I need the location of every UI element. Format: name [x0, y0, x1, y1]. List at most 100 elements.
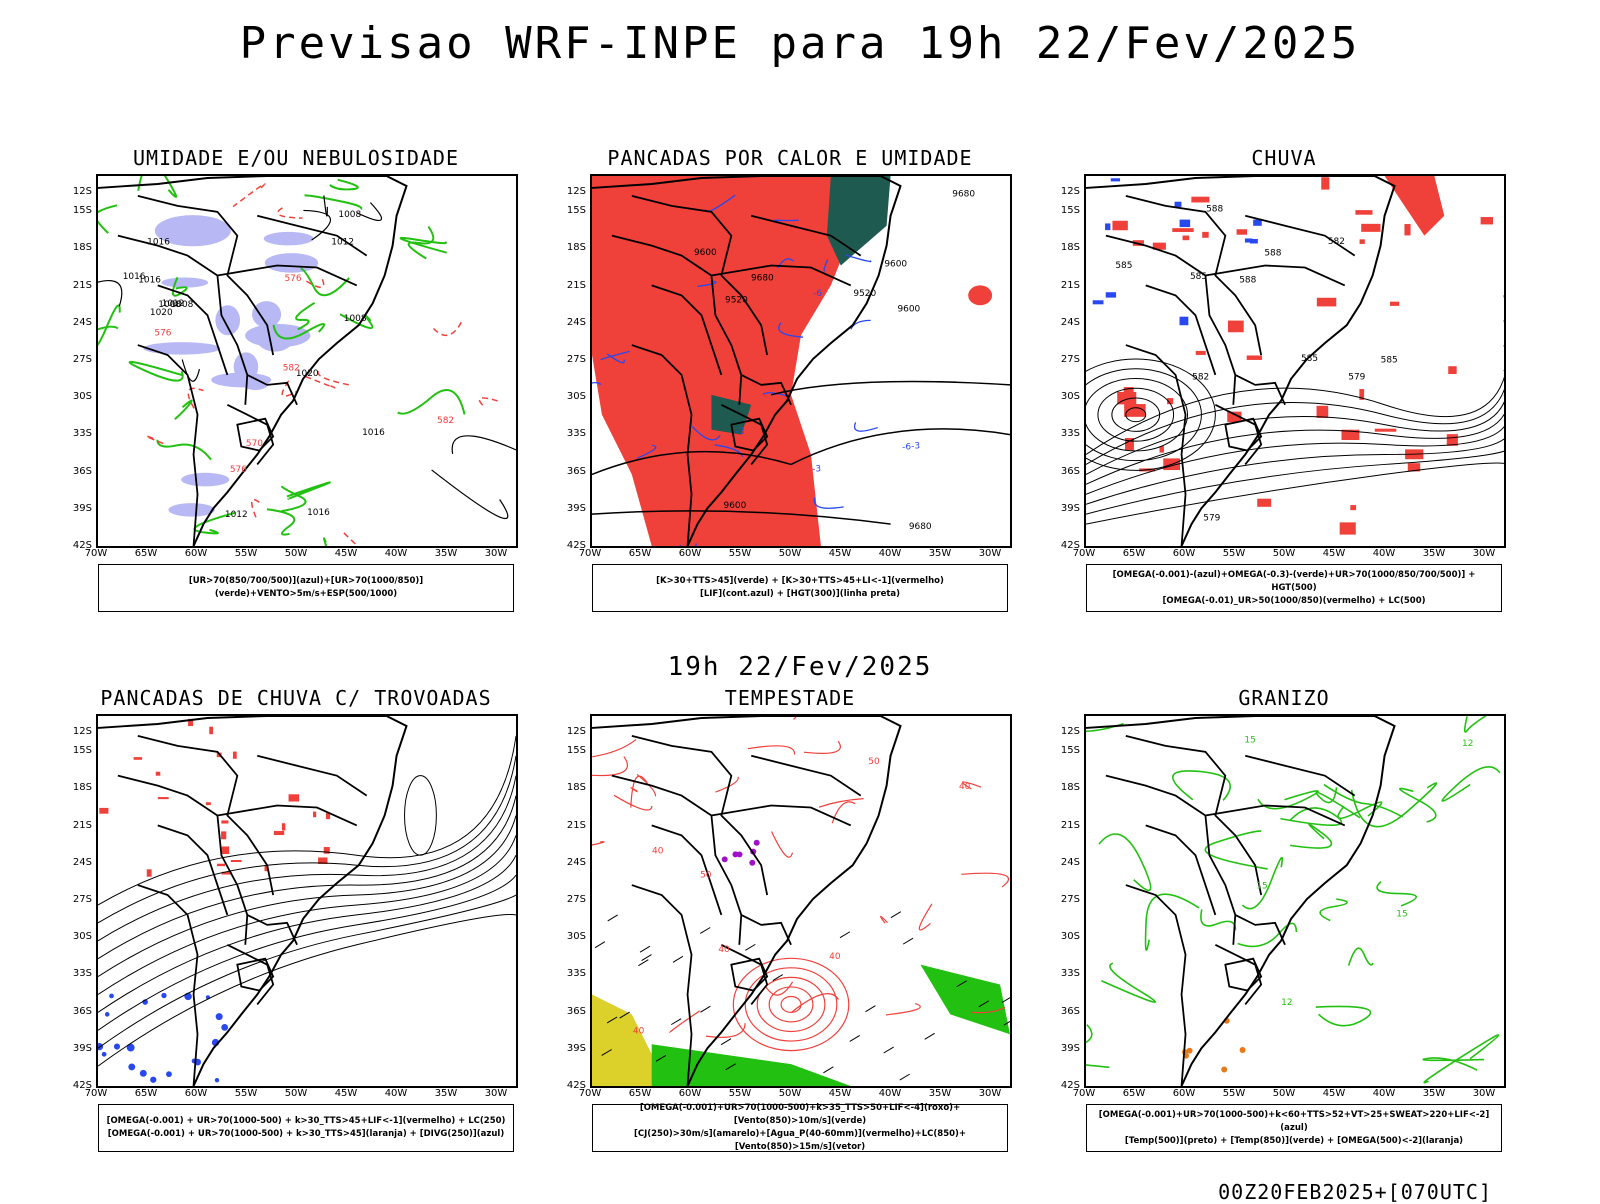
temp850-contour — [1442, 767, 1500, 801]
rain-cell — [1360, 239, 1365, 244]
latitude-tick-label: 18S — [73, 782, 92, 793]
longitude-tick-label: 55W — [1223, 548, 1246, 559]
rain-cell — [1196, 351, 1206, 355]
wind-vector — [891, 912, 901, 918]
forecast-map — [96, 714, 518, 1088]
latitude-tick-label: 21S — [73, 280, 92, 291]
country-border — [227, 405, 273, 465]
wind-vector — [721, 1039, 731, 1045]
longitude-tick-label: 45W — [335, 548, 358, 559]
rain-cell — [1317, 298, 1336, 307]
latitude-tick-label: 30S — [1061, 931, 1080, 942]
contour-label: -6 — [902, 443, 911, 453]
latitude-tick-label: 21S — [73, 820, 92, 831]
storm-cell — [99, 808, 108, 814]
rain-cell — [1361, 224, 1380, 232]
latitude-tick-label: 27S — [567, 894, 586, 905]
green-contour — [175, 401, 192, 420]
lif-contour — [846, 255, 871, 262]
country-border — [1225, 419, 1261, 451]
latitude-tick-label: 27S — [73, 354, 92, 365]
contour-label: 1016 — [307, 508, 330, 518]
latitude-tick-label: 15S — [1061, 205, 1080, 216]
contour-label: 1008 — [344, 314, 367, 324]
rain-cell — [1183, 236, 1190, 241]
longitude-tick-label: 60W — [185, 548, 208, 559]
longitude-tick-label: 45W — [1323, 548, 1346, 559]
longitude-tick-label: 35W — [929, 548, 952, 559]
rain-cell — [1481, 217, 1493, 224]
water-contour — [832, 802, 855, 823]
latitude-tick-label: 27S — [73, 894, 92, 905]
geopotential-contour — [1086, 445, 1504, 515]
latitude-tick-label: 24S — [1061, 857, 1080, 868]
temp850-contour — [1377, 882, 1416, 906]
humidity-blob — [264, 232, 314, 246]
latitude-tick-label: 15S — [567, 745, 586, 756]
latitude-tick-label: 12S — [567, 726, 586, 737]
storm-cell — [324, 847, 330, 854]
storm-purple-dot — [722, 856, 728, 862]
latitude-tick-label: 33S — [567, 968, 586, 979]
legend-line: [K>30+TTS>45](verde) + [K>30+TTS>45+LI<-… — [656, 575, 944, 588]
legend-line: [OMEGA(-0.001)+UR>70(1000-500)+k>35_TTS>… — [597, 1102, 1003, 1128]
rain-cell — [1172, 228, 1193, 232]
panel-title: PANCADAS POR CALOR E UMIDADE — [560, 146, 1020, 170]
rain-cell — [1404, 224, 1410, 235]
panel-legend: [OMEGA(-0.001)+UR>70(1000-500)+k<60+TTS>… — [1086, 1104, 1502, 1152]
storm-cell — [156, 772, 161, 776]
latitude-tick-label: 24S — [1061, 317, 1080, 328]
streamline — [405, 776, 437, 856]
temp850-contour — [1424, 1035, 1498, 1083]
temp850-contour — [1173, 771, 1230, 800]
water-contour — [769, 987, 813, 1022]
omega500-dot — [1187, 1048, 1193, 1054]
rain-cell — [1375, 429, 1397, 432]
map-canvas: 960095209600968096009680952096809600-3-3… — [592, 176, 1010, 546]
contour-label: 579 — [1203, 514, 1220, 524]
jet-area — [592, 994, 662, 1086]
wind-vector — [700, 928, 710, 934]
panel-legend: [K>30+TTS>45](verde) + [K>30+TTS>45+LI<-… — [592, 564, 1008, 612]
temp850-contour — [1423, 1058, 1484, 1070]
contour-label: 582 — [283, 364, 300, 374]
water-contour — [748, 746, 795, 755]
storm-cell — [206, 802, 211, 805]
longitude-tick-label: 50W — [1273, 1088, 1296, 1099]
contour-label: -6 — [813, 289, 822, 299]
longitude-tick-label: 35W — [929, 1088, 952, 1099]
contour-label: 9680 — [909, 522, 932, 532]
latitude-tick-label: 18S — [1061, 782, 1080, 793]
contour-label: 1016 — [147, 238, 170, 248]
latitude-tick-label: 12S — [1061, 186, 1080, 197]
contour-label: 40 — [652, 846, 664, 856]
contour-label: 579 — [1348, 373, 1365, 383]
longitude-tick-label: 45W — [829, 1088, 852, 1099]
longitude-tick-label: 30W — [1473, 1088, 1496, 1099]
coastline — [98, 716, 407, 1086]
latitude-tick-label: 33S — [567, 428, 586, 439]
wind-area — [920, 965, 1010, 1035]
latitude-tick-label: 18S — [1061, 242, 1080, 253]
longitude-tick-label: 65W — [135, 1088, 158, 1099]
divergence-dot — [215, 1078, 219, 1082]
water-contour — [592, 842, 604, 853]
longitude-tick-label: 30W — [979, 548, 1002, 559]
legend-line: [OMEGA(-0.001)-(azul)+OMEGA(-0.3)-(verde… — [1091, 569, 1497, 595]
contour-label: 588 — [1264, 249, 1281, 259]
country-border — [138, 885, 198, 1086]
country-border — [1245, 756, 1354, 796]
longitude-tick-label: 60W — [1173, 1088, 1196, 1099]
divergence-dot — [109, 994, 114, 999]
streamline — [98, 796, 516, 959]
legend-line: [OMEGA(-0.01)_UR>50(1000/850)(vermelho) … — [1162, 595, 1425, 608]
water-contour — [881, 916, 888, 923]
